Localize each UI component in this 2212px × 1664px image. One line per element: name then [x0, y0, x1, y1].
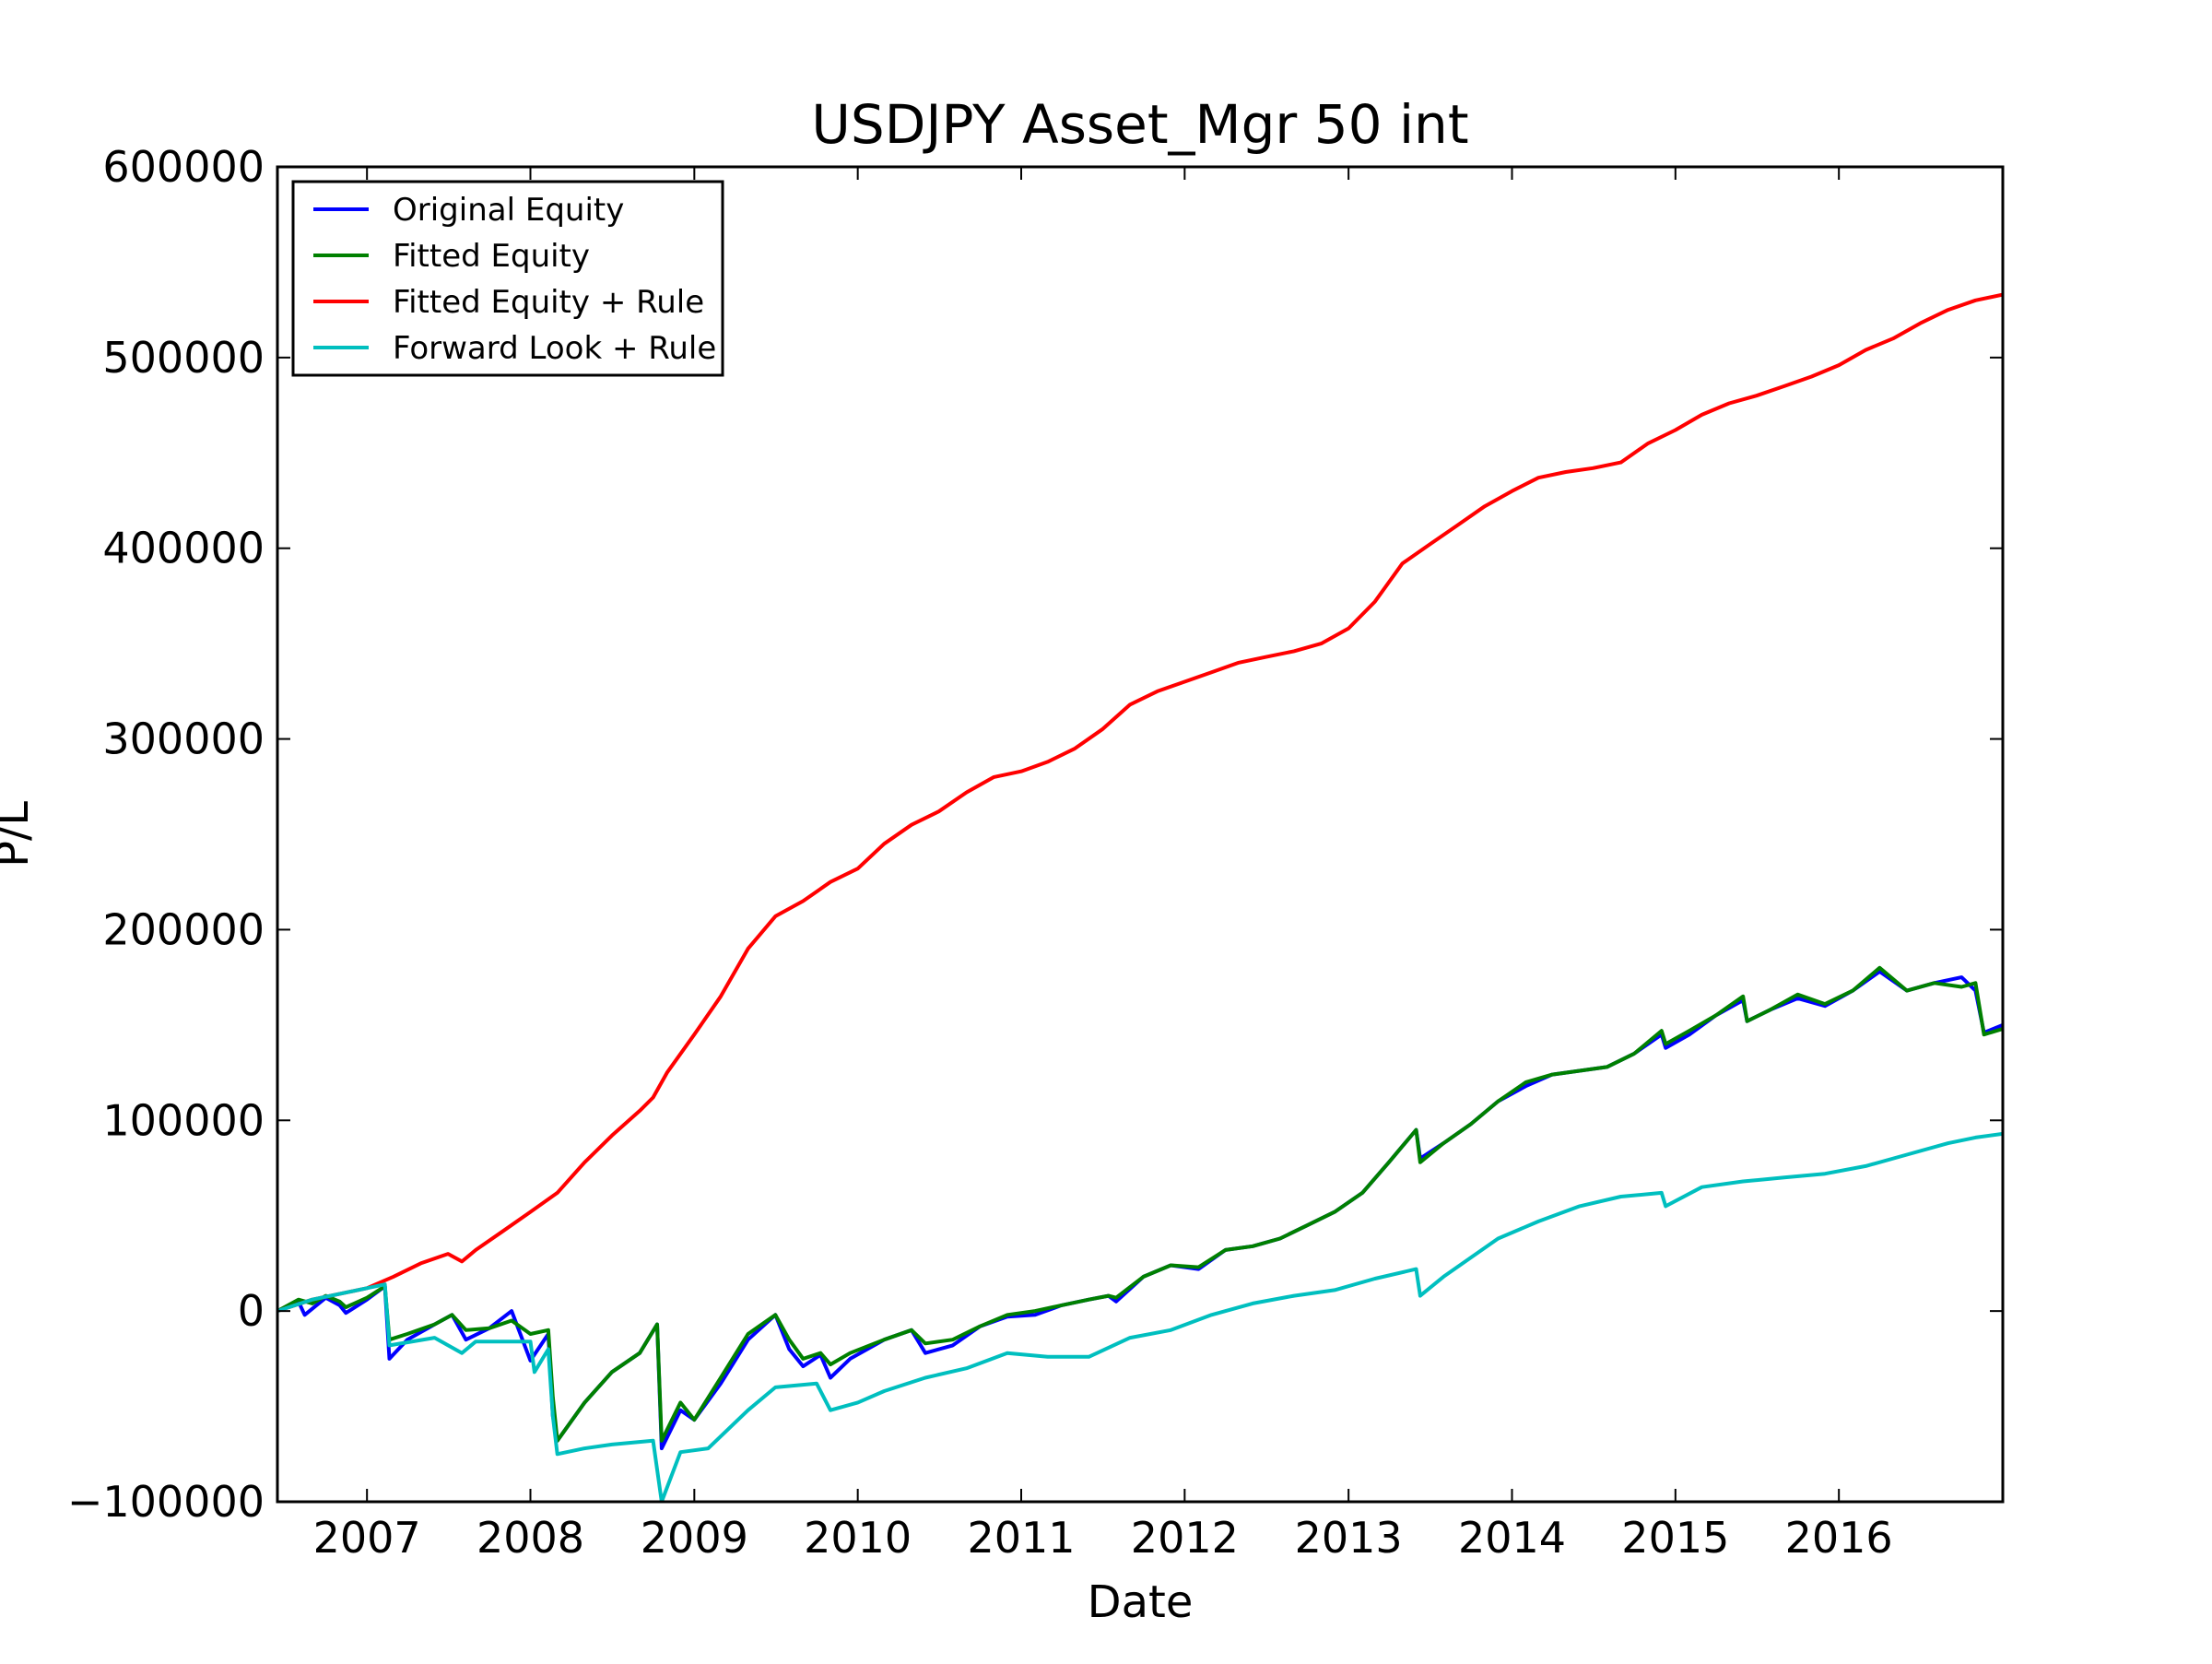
y-tick-label: 300000 — [102, 714, 265, 764]
chart-title: USDJPY Asset_Mgr 50 int — [811, 93, 1468, 156]
series-line-3 — [277, 292, 2003, 1314]
x-tick-label: 2007 — [313, 1513, 421, 1563]
x-tick-label: 2009 — [641, 1513, 748, 1563]
y-tick-label: 100000 — [102, 1095, 265, 1145]
x-tick-label: 2016 — [1785, 1513, 1893, 1563]
x-axis-label: Date — [1088, 1576, 1194, 1628]
x-tick-label: 2011 — [967, 1513, 1075, 1563]
x-tick-label: 2014 — [1458, 1513, 1566, 1563]
y-tick-label: 500000 — [102, 333, 265, 383]
legend-box — [291, 180, 724, 377]
series-line-4 — [277, 1131, 2003, 1502]
y-axis: −100000 0 100000 200000 300000 400000 500000 60… — [67, 142, 2003, 1527]
plot-frame — [276, 165, 2005, 1504]
legend: Original Equity Fitted Equity Fitted Equit… — [291, 180, 724, 377]
y-axis-label: P/L — [0, 801, 39, 867]
y-tick-label: 600000 — [102, 142, 265, 192]
y-tick-label: 400000 — [102, 524, 265, 573]
x-axis: 2007 2008 2009 2010 2011 2012 2013 2014 2015 2016 — [313, 167, 1893, 1563]
legend-label: Fitted Equity + Rule — [393, 284, 704, 321]
legend-label: Fitted Equity — [393, 238, 590, 275]
legend-label: Forward Look + Rule — [393, 330, 716, 367]
x-tick-label: 2015 — [1621, 1513, 1729, 1563]
y-tick-label: −100000 — [67, 1477, 265, 1527]
plot-lines — [277, 292, 2003, 1502]
y-tick-label: 200000 — [102, 904, 265, 954]
series-line-2 — [277, 965, 2003, 1443]
x-tick-label: 2010 — [804, 1513, 912, 1563]
y-tick-label: 0 — [238, 1286, 265, 1336]
x-tick-label: 2008 — [477, 1513, 584, 1563]
legend-label: Original Equity — [393, 192, 624, 229]
x-tick-label: 2012 — [1131, 1513, 1239, 1563]
x-tick-label: 2013 — [1295, 1513, 1403, 1563]
